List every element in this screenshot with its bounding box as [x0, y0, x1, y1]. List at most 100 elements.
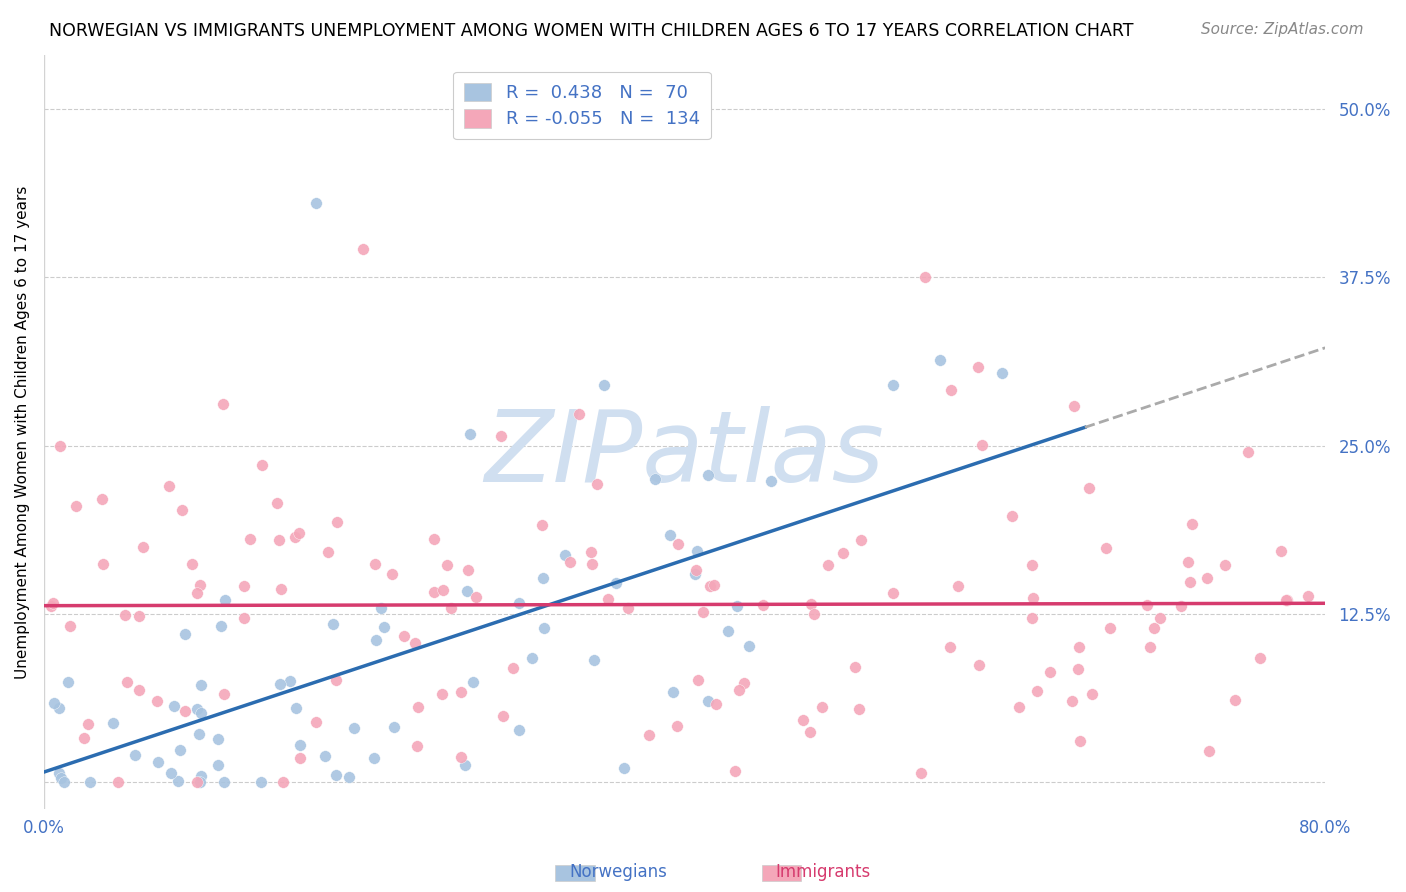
Point — [190, 678, 212, 692]
Point — [502, 661, 524, 675]
Point — [232, 610, 254, 624]
Point — [1060, 694, 1083, 708]
Text: Source: ZipAtlas.com: Source: ZipAtlas.com — [1201, 22, 1364, 37]
Point — [266, 496, 288, 510]
Point — [1213, 558, 1236, 573]
Point — [186, 586, 208, 600]
Point — [450, 750, 472, 764]
Point — [440, 601, 463, 615]
Text: ZIPatlas: ZIPatlas — [485, 406, 884, 503]
Point — [160, 765, 183, 780]
Point — [79, 775, 101, 789]
Point — [188, 727, 211, 741]
Point — [305, 196, 328, 211]
Point — [662, 685, 685, 699]
Point — [423, 585, 446, 599]
Point — [1236, 444, 1258, 458]
Point — [725, 599, 748, 614]
Point — [613, 760, 636, 774]
Point — [314, 749, 336, 764]
Point — [659, 528, 682, 542]
Point — [461, 675, 484, 690]
Point — [406, 699, 429, 714]
Point — [1021, 558, 1043, 572]
Point — [190, 706, 212, 720]
Point — [214, 687, 236, 701]
Point — [1275, 592, 1298, 607]
Point — [212, 775, 235, 789]
Point — [49, 439, 72, 453]
Point — [533, 621, 555, 635]
Point — [465, 590, 488, 604]
Point — [849, 533, 872, 548]
Point — [211, 397, 233, 411]
Point — [128, 609, 150, 624]
Point — [422, 532, 444, 546]
Point — [1195, 571, 1218, 585]
Point — [1067, 662, 1090, 676]
Point — [456, 583, 478, 598]
Point — [432, 583, 454, 598]
Point — [352, 243, 374, 257]
Point — [124, 748, 146, 763]
Point — [48, 765, 70, 780]
Point — [146, 756, 169, 770]
Point — [271, 775, 294, 789]
Point — [42, 696, 65, 710]
Point — [337, 770, 360, 784]
Point — [186, 702, 208, 716]
Point — [692, 605, 714, 619]
Point — [848, 702, 870, 716]
Point — [103, 716, 125, 731]
Point — [128, 682, 150, 697]
Point — [39, 599, 62, 613]
Point — [703, 578, 725, 592]
Point — [114, 608, 136, 623]
Point — [325, 673, 347, 687]
Point — [605, 576, 627, 591]
Point — [1001, 509, 1024, 524]
Point — [322, 617, 344, 632]
Point — [1275, 593, 1298, 607]
Point — [188, 578, 211, 592]
Point — [581, 557, 603, 571]
Point — [1081, 687, 1104, 701]
Text: NORWEGIAN VS IMMIGRANTS UNEMPLOYMENT AMONG WOMEN WITH CHILDREN AGES 6 TO 17 YEAR: NORWEGIAN VS IMMIGRANTS UNEMPLOYMENT AMO… — [49, 22, 1133, 40]
Point — [181, 558, 204, 572]
Point — [115, 675, 138, 690]
Point — [582, 653, 605, 667]
Point — [683, 566, 706, 581]
Point — [799, 725, 821, 739]
Point — [285, 701, 308, 715]
Point — [717, 624, 740, 638]
Point — [382, 720, 405, 734]
Point — [364, 632, 387, 647]
Point — [938, 640, 960, 655]
Legend: R =  0.438   N =  70, R = -0.055   N =  134: R = 0.438 N = 70, R = -0.055 N = 134 — [453, 71, 710, 139]
Point — [436, 558, 458, 573]
Point — [1198, 744, 1220, 758]
Point — [52, 775, 75, 789]
Point — [173, 627, 195, 641]
Point — [172, 503, 194, 517]
Point — [325, 767, 347, 781]
Point — [269, 677, 291, 691]
Point — [432, 687, 454, 701]
Point — [450, 684, 472, 698]
Point — [688, 673, 710, 687]
Point — [929, 352, 952, 367]
Point — [724, 764, 747, 778]
Point — [967, 657, 990, 672]
Point — [1039, 665, 1062, 679]
Point — [48, 701, 70, 715]
Point — [1143, 621, 1166, 635]
Point — [759, 474, 782, 488]
Point — [1249, 651, 1271, 665]
Point — [792, 713, 814, 727]
Point — [186, 775, 208, 789]
Point — [554, 549, 576, 563]
Point — [373, 620, 395, 634]
Point — [939, 384, 962, 398]
Point — [380, 567, 402, 582]
Point — [305, 714, 328, 729]
